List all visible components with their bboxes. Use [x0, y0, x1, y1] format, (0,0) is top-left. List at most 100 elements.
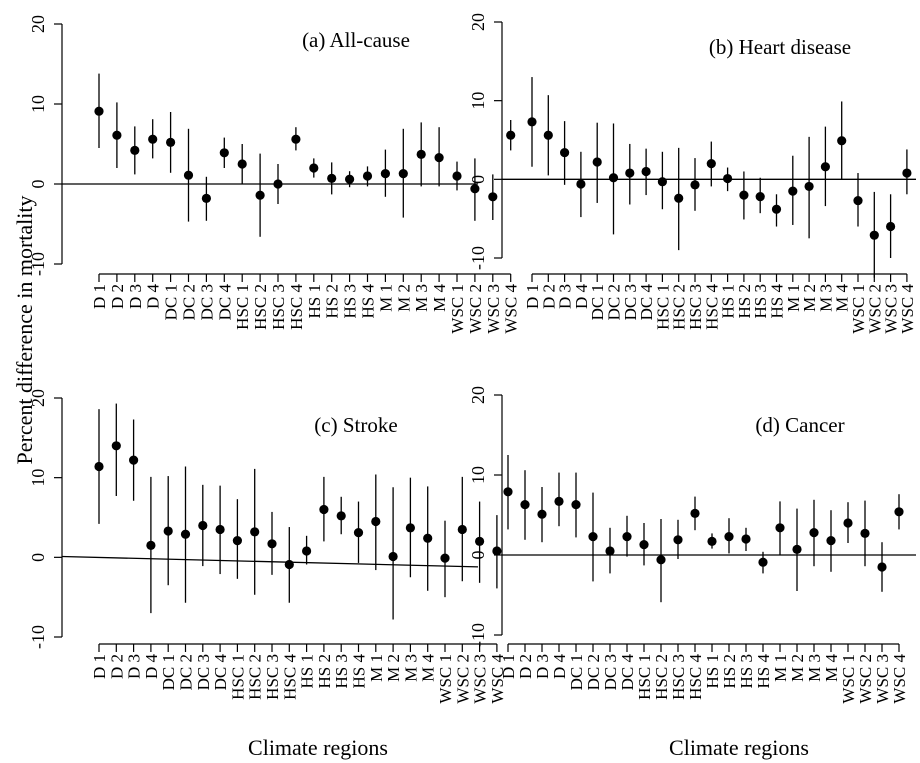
x-tick-label: WSC 1 [436, 654, 455, 704]
data-point [440, 553, 450, 563]
x-tick-label: M 4 [833, 284, 852, 312]
data-point [201, 193, 211, 203]
data-point [452, 171, 462, 181]
x-tick-label: D 1 [499, 654, 518, 679]
data-point [434, 153, 444, 163]
x-tick-label: D 3 [126, 284, 145, 309]
data-point [488, 192, 498, 202]
data-point [605, 546, 615, 556]
data-point [302, 546, 312, 556]
data-point [625, 168, 635, 178]
x-tick-label: WSC 2 [453, 654, 472, 704]
x-tick-label: D 2 [539, 284, 558, 309]
x-tick-label: HSC 2 [246, 654, 265, 700]
data-point [723, 173, 733, 184]
x-tick-label: M 1 [771, 654, 790, 682]
data-point [690, 180, 700, 190]
data-point [853, 195, 863, 206]
data-point [492, 546, 502, 556]
data-point [198, 520, 208, 531]
panel-title: (d) Cancer [755, 413, 844, 437]
x-tick-label: WSC 2 [856, 654, 875, 704]
y-tick-label: 0 [468, 175, 488, 184]
x-tick-label: M 3 [401, 654, 420, 682]
x-tick-label: WSC 1 [849, 284, 868, 334]
x-tick-label: HS 1 [305, 284, 324, 318]
x-tick-label: HS 1 [719, 284, 738, 318]
x-tick-label: HSC 3 [269, 284, 288, 330]
x-tick-label: WSC 1 [448, 284, 467, 334]
x-tick-label: WSC 1 [839, 654, 858, 704]
data-point [232, 536, 242, 546]
x-tick-label: HS 4 [768, 284, 787, 319]
data-point [622, 532, 632, 542]
x-tick-label: D 2 [516, 654, 535, 679]
x-tick-label: DC 2 [584, 654, 603, 690]
x-tick-label: M 4 [419, 654, 438, 682]
x-tick-label: D 3 [556, 284, 575, 309]
y-tick-label: 10 [468, 466, 488, 484]
data-point [416, 149, 426, 159]
data-point [506, 130, 516, 140]
x-tick-label: WSC 4 [898, 284, 917, 334]
x-tick-label: HSC 1 [228, 654, 247, 700]
x-tick-label: DC 2 [180, 284, 199, 320]
x-tick-label: HSC 1 [653, 284, 672, 330]
x-tick-label: DC 4 [618, 654, 637, 691]
data-point [388, 551, 398, 562]
x-tick-label: DC 2 [177, 654, 196, 690]
x-tick-label: HS 4 [350, 654, 369, 689]
x-tick-label: M 3 [412, 284, 431, 312]
x-tick-label: DC 2 [605, 284, 624, 320]
x-tick-label: HS 4 [359, 284, 378, 319]
x-tick-label: DC 3 [197, 284, 216, 320]
x-tick-label: HSC 3 [263, 654, 282, 700]
y-tick-label: 20 [468, 386, 488, 404]
data-point [129, 455, 139, 465]
data-point [353, 528, 364, 538]
x-tick-label: DC 1 [588, 284, 607, 320]
data-point [860, 528, 870, 539]
data-point [843, 518, 853, 528]
data-point [371, 516, 381, 527]
x-tick-label: HS 3 [751, 284, 770, 318]
data-point [503, 487, 513, 497]
data-point [537, 509, 547, 519]
y-tick-label: 20 [28, 389, 48, 407]
reference-line [61, 555, 479, 568]
data-point [527, 117, 537, 127]
data-point [837, 136, 847, 146]
data-point [826, 536, 836, 546]
data-point [112, 130, 122, 140]
data-point [94, 461, 104, 472]
data-point [571, 500, 581, 510]
panel-title: (a) All-cause [302, 28, 410, 52]
x-tick-label: M 1 [376, 284, 395, 312]
data-point [739, 190, 749, 200]
y-tick-label: -10 [28, 625, 48, 649]
x-tick-label: HS 3 [737, 654, 756, 688]
x-tick-label: D 4 [550, 654, 569, 680]
data-point [94, 106, 104, 116]
data-point [180, 529, 191, 539]
x-tick-label: HS 4 [754, 654, 773, 689]
x-tick-label: DC 1 [567, 654, 586, 690]
x-tick-label: WSC 2 [466, 284, 485, 334]
data-point [423, 533, 433, 543]
x-tick-label: WSC 4 [488, 654, 507, 704]
x-tick-label: HS 2 [323, 284, 342, 318]
data-point [520, 500, 530, 510]
y-tick-label: 20 [28, 15, 48, 33]
x-tick-label: HSC 1 [233, 284, 252, 330]
x-tick-label: HSC 4 [702, 284, 721, 330]
x-tick-label: HS 2 [720, 654, 739, 688]
y-tick-label: -10 [468, 623, 488, 647]
x-tick-label: HS 3 [341, 284, 360, 318]
data-point [560, 147, 570, 158]
x-tick-label: HSC 3 [686, 284, 705, 330]
x-tick-label: M 1 [367, 654, 386, 682]
data-point [809, 528, 819, 538]
y-tick-label: 10 [28, 95, 48, 113]
x-tick-label: M 2 [800, 284, 819, 312]
